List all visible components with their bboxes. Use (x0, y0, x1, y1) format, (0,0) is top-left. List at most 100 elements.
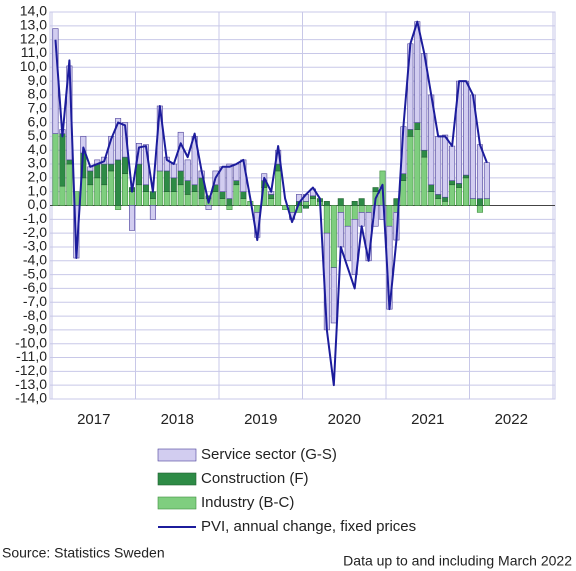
bar (268, 198, 275, 206)
bar (323, 201, 330, 206)
bar (302, 205, 309, 209)
bar (344, 225, 351, 262)
legend-swatch (157, 496, 197, 510)
source: Source: Statistics Sweden (2, 545, 165, 561)
y-tick-label: -3,0 (23, 238, 47, 254)
bar (184, 159, 191, 181)
bar (428, 191, 435, 206)
bar (449, 184, 456, 206)
bar (170, 177, 177, 192)
bar (358, 205, 365, 213)
bar (414, 21, 421, 123)
y-tick-label: 4,0 (28, 141, 48, 157)
bar (226, 163, 233, 199)
y-tick-label: -6,0 (23, 279, 47, 295)
bar (163, 191, 170, 206)
y-tick-label: 13,0 (20, 17, 47, 33)
legend-swatch (157, 472, 197, 486)
bar (177, 170, 184, 186)
bar (386, 205, 393, 227)
y-tick-label: 2,0 (28, 169, 48, 185)
bar (122, 122, 129, 158)
bar (428, 184, 435, 192)
bar (372, 187, 379, 192)
y-tick-label: 3,0 (28, 155, 48, 171)
bar (337, 198, 344, 206)
bar (101, 184, 108, 206)
bar (135, 163, 142, 186)
y-tick-label: -1,0 (23, 210, 47, 226)
legend-label: Industry (B-C) (201, 494, 294, 511)
bar (358, 212, 365, 227)
y-tick-label: 11,0 (21, 44, 47, 60)
bar (365, 205, 372, 213)
x-tick-label: 2019 (244, 411, 277, 428)
y-tick-label: 12,0 (20, 30, 47, 46)
bar (463, 174, 470, 179)
bar (177, 184, 184, 206)
bar (323, 205, 330, 234)
bar (233, 180, 240, 186)
x-tick-label: 2021 (411, 411, 444, 428)
bar (344, 205, 351, 227)
bar (351, 219, 358, 275)
bar (330, 205, 337, 268)
note: Data up to and including March 2022 (343, 553, 572, 569)
legend-label: Construction (F) (201, 470, 309, 487)
bar (115, 118, 122, 161)
y-tick-label: 6,0 (28, 113, 48, 129)
y-tick-label: -13,0 (15, 376, 47, 392)
bar (435, 194, 442, 199)
y-tick-label: 1,0 (28, 182, 48, 198)
bar (337, 212, 344, 248)
y-tick-label: -4,0 (23, 251, 47, 267)
bar (219, 191, 226, 199)
bar (149, 191, 156, 199)
bar (421, 156, 428, 206)
bar (170, 191, 177, 206)
y-tick-label: 8,0 (28, 86, 48, 102)
legend-swatch (157, 448, 197, 462)
bar (337, 205, 344, 213)
bar (483, 162, 490, 199)
bar (407, 129, 414, 137)
bar (463, 177, 470, 206)
bar (59, 133, 66, 187)
bar (379, 205, 386, 220)
bar (483, 198, 490, 206)
bar (442, 201, 449, 206)
bar (254, 205, 261, 213)
bar (309, 195, 316, 199)
bar (149, 205, 156, 220)
bar (414, 122, 421, 130)
bar (122, 156, 129, 175)
bar (351, 205, 358, 220)
bar (407, 136, 414, 206)
bar (191, 184, 198, 192)
bar (226, 205, 233, 210)
bar (191, 191, 198, 206)
bar (463, 80, 470, 176)
bar (226, 198, 233, 206)
bar (469, 198, 476, 206)
bar (142, 191, 149, 206)
bar (156, 170, 163, 206)
bar (449, 180, 456, 186)
bar (240, 198, 247, 206)
bar (442, 196, 449, 202)
bar (212, 191, 219, 206)
legend-label: Service sector (G-S) (201, 446, 337, 463)
bar (59, 185, 66, 206)
bar (170, 163, 177, 179)
bar (94, 177, 101, 206)
bar (268, 194, 275, 199)
y-tick-label: 14,0 (20, 3, 47, 19)
y-tick-label: -8,0 (23, 307, 47, 323)
bar (115, 205, 122, 210)
y-tick-label: 9,0 (28, 72, 48, 88)
bar (149, 198, 156, 206)
x-tick-label: 2017 (77, 411, 110, 428)
y-tick-label: 0,0 (28, 196, 48, 212)
x-tick-label: 2020 (328, 411, 361, 428)
bar (87, 184, 94, 206)
